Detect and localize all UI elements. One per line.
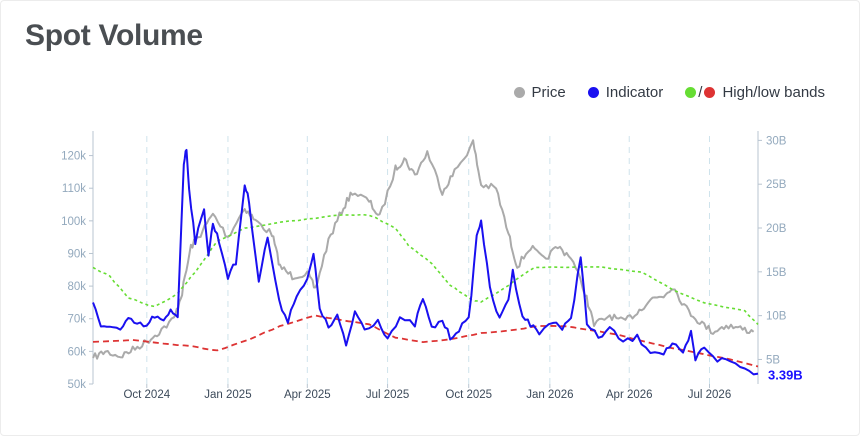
high-band-dot-icon bbox=[685, 87, 697, 98]
low-band-line bbox=[92, 314, 759, 368]
axes bbox=[89, 131, 762, 388]
x-tick-label: Apr 2026 bbox=[606, 389, 653, 401]
y-left-tick-label: 50k bbox=[67, 379, 86, 391]
legend-label-price: Price bbox=[531, 84, 566, 101]
price-line bbox=[92, 139, 755, 360]
y-left-tick-label: 100k bbox=[61, 216, 86, 228]
chart-title: Spot Volume bbox=[25, 19, 203, 52]
y-right-tick-label: 20B bbox=[766, 223, 787, 235]
legend-label-bands: High/low bands bbox=[722, 84, 825, 101]
y-left-tick-label: 60k bbox=[67, 346, 86, 358]
price-dot-icon bbox=[513, 87, 525, 98]
x-tick-label: Jan 2025 bbox=[204, 389, 251, 401]
indicator-line bbox=[92, 148, 759, 376]
y-left-tick-label: 80k bbox=[67, 281, 86, 293]
y-right-tick-label: 15B bbox=[766, 267, 787, 279]
legend-item-price[interactable]: Price bbox=[513, 84, 566, 101]
axis-labels: Oct 2024 Jan 2025 Apr 2025 Jul 2025 Oct 2025… bbox=[61, 135, 803, 401]
x-tick-label: Apr 2025 bbox=[284, 389, 331, 401]
x-tick-label: Oct 2024 bbox=[123, 389, 170, 401]
legend: Price Indicator / High/low bands bbox=[513, 84, 825, 101]
indicator-dot-icon bbox=[587, 87, 599, 98]
x-tick-label: Jul 2026 bbox=[688, 389, 731, 401]
x-tick-label: Oct 2025 bbox=[445, 389, 492, 401]
last-value-label: 3.39B bbox=[768, 368, 803, 383]
y-left-tick-label: 90k bbox=[67, 248, 86, 260]
y-right-tick-label: 25B bbox=[766, 179, 787, 191]
y-left-tick-label: 110k bbox=[62, 183, 86, 195]
legend-item-bands[interactable]: / High/low bands bbox=[685, 84, 825, 101]
x-tick-label: Jul 2025 bbox=[366, 389, 409, 401]
y-right-tick-label: 5B bbox=[766, 354, 780, 366]
y-right-tick-label: 30B bbox=[766, 135, 787, 147]
x-tick-label: Jan 2026 bbox=[526, 389, 573, 401]
high-band-line bbox=[92, 213, 759, 325]
low-band-dot-icon bbox=[704, 87, 716, 98]
legend-item-indicator[interactable]: Indicator bbox=[587, 84, 664, 101]
legend-separator: / bbox=[698, 84, 703, 101]
legend-label-indicator: Indicator bbox=[605, 84, 664, 101]
series-group bbox=[92, 139, 759, 376]
y-left-tick-label: 70k bbox=[67, 314, 86, 326]
y-left-tick-label: 120k bbox=[61, 151, 86, 163]
y-right-tick-label: 10B bbox=[766, 311, 787, 323]
